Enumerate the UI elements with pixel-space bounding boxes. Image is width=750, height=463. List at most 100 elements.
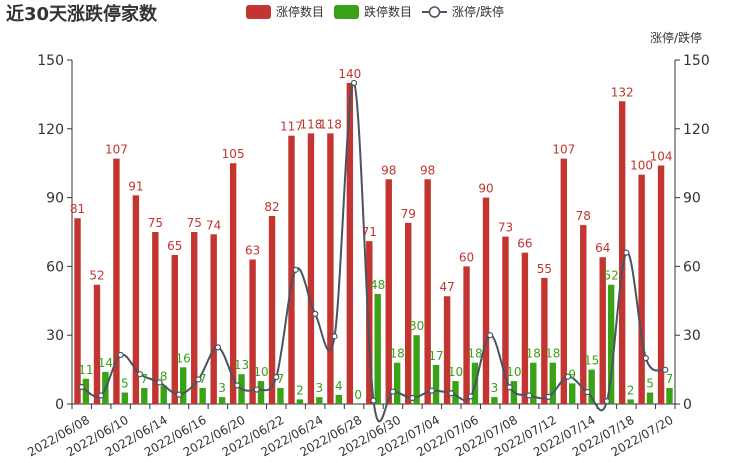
y-tick-label-left: 30 — [46, 328, 64, 344]
data-label-limit-down: 10 — [448, 365, 463, 379]
data-label-limit-down: 7 — [140, 372, 148, 386]
data-label-limit-up: 98 — [381, 163, 396, 177]
bar-limit-up — [210, 234, 217, 404]
ratio-point — [545, 393, 552, 400]
bar-limit-down — [607, 284, 615, 404]
data-label-limit-down: 2 — [296, 383, 304, 397]
data-label-limit-down: 18 — [545, 347, 560, 361]
data-label-limit-up: 52 — [89, 269, 104, 283]
data-label-limit-up: 64 — [595, 241, 610, 255]
ratio-point — [662, 366, 669, 373]
bar-limit-up — [657, 165, 665, 404]
bar-limit-down — [432, 365, 440, 404]
legend-item-limit-up[interactable]: 涨停数目 — [246, 4, 324, 19]
data-label-limit-up: 82 — [264, 200, 279, 214]
data-label-limit-up: 78 — [576, 209, 591, 223]
bar-limit-down — [374, 293, 381, 404]
bar-limit-down — [179, 367, 187, 404]
bar-limit-down — [335, 394, 342, 404]
bar-limit-up — [521, 252, 529, 404]
data-label-limit-up: 98 — [420, 163, 435, 177]
bar-limit-down — [627, 399, 634, 404]
bar-limit-up — [618, 101, 626, 404]
bar-limit-down — [646, 392, 654, 404]
bar-limit-up — [385, 179, 392, 404]
bar-limit-up — [443, 296, 451, 404]
bar-limit-down — [316, 397, 323, 404]
data-label-limit-up: 73 — [498, 221, 513, 235]
data-label-limit-down: 5 — [121, 377, 129, 391]
data-label-limit-up: 63 — [245, 244, 260, 258]
data-label-limit-down: 3 — [316, 381, 324, 395]
bar-limit-up — [502, 236, 509, 404]
ratio-point — [487, 332, 494, 339]
ratio-line-path — [81, 81, 666, 423]
y-tick-label-right: 0 — [683, 397, 692, 413]
data-label-limit-up: 81 — [70, 202, 85, 216]
bar-limit-up — [171, 254, 178, 404]
y-tick-label-right: 60 — [683, 259, 701, 275]
bar-limit-up — [463, 266, 470, 404]
data-label-limit-up: 118 — [319, 117, 342, 131]
bar-limit-up — [152, 232, 159, 404]
ratio-point — [156, 379, 163, 386]
legend-label-limit-down: 跌停数目 — [364, 4, 412, 19]
ratio-point — [292, 266, 299, 273]
data-label-limit-down: 18 — [467, 347, 482, 361]
data-label-limit-up: 75 — [148, 216, 163, 230]
bar-limit-up — [405, 222, 412, 404]
data-label-limit-down: 7 — [199, 372, 207, 386]
ratio-point — [448, 390, 455, 397]
ratio-point — [506, 384, 513, 391]
ratio-point — [642, 355, 649, 362]
chart-title: 近30天涨跌停家数 — [6, 3, 158, 25]
bar-limit-up — [93, 284, 101, 404]
legend-item-limit-down[interactable]: 跌停数目 — [334, 4, 412, 19]
legend-label-limit-up: 涨停数目 — [276, 4, 324, 19]
ratio-point — [564, 373, 572, 380]
y-tick-label-left: 150 — [37, 53, 64, 69]
data-label-limit-up: 74 — [206, 218, 221, 232]
ratio-point — [253, 386, 260, 393]
data-label-limit-down: 52 — [603, 269, 618, 283]
legend-item-ratio[interactable]: 涨停/跌停 — [422, 4, 504, 19]
bar-limit-up — [560, 158, 568, 404]
bar-limit-down — [141, 387, 148, 404]
data-label-limit-down: 3 — [491, 381, 499, 395]
bar-limit-up — [307, 133, 315, 405]
ratio-point — [98, 392, 105, 399]
bar-limit-down — [530, 362, 537, 404]
data-label-limit-up: 107 — [552, 143, 575, 157]
bar-limit-up — [191, 232, 198, 404]
ratio-point — [234, 382, 241, 389]
data-label-limit-up: 107 — [105, 143, 128, 157]
bar-limit-down — [218, 397, 226, 404]
right-axis-name: 涨停/跌停 — [650, 30, 702, 45]
data-label-limit-down: 0 — [354, 388, 362, 402]
ratio-point — [312, 310, 319, 317]
ratio-point — [428, 387, 435, 394]
bar-limit-down — [413, 335, 420, 404]
legend[interactable]: 涨停数目 跌停数目 涨停/跌停 — [246, 4, 504, 19]
data-label-limit-down: 3 — [218, 381, 226, 395]
bar-limit-up — [327, 133, 334, 405]
ratio-point — [350, 79, 358, 87]
data-label-limit-down: 7 — [666, 372, 674, 386]
ratio-point — [603, 398, 611, 405]
data-label-limit-up: 140 — [338, 67, 361, 81]
y-tick-label-right: 30 — [683, 328, 701, 344]
bar-limit-down — [393, 362, 401, 404]
ratio-point — [78, 383, 85, 391]
data-label-limit-up: 100 — [630, 159, 653, 173]
bar-limit-up — [288, 135, 295, 404]
ratio-point — [389, 388, 397, 395]
data-label-limit-down: 10 — [253, 365, 268, 379]
data-label-limit-down: 8 — [160, 370, 168, 384]
data-label-limit-up: 47 — [439, 280, 454, 294]
y-tick-label-right: 90 — [683, 191, 701, 207]
bar-limit-down — [588, 369, 595, 404]
data-label-limit-up: 90 — [478, 182, 493, 196]
bar-limit-up — [482, 197, 490, 404]
bar-limit-up — [132, 195, 140, 404]
data-label-limit-down: 48 — [370, 278, 385, 292]
